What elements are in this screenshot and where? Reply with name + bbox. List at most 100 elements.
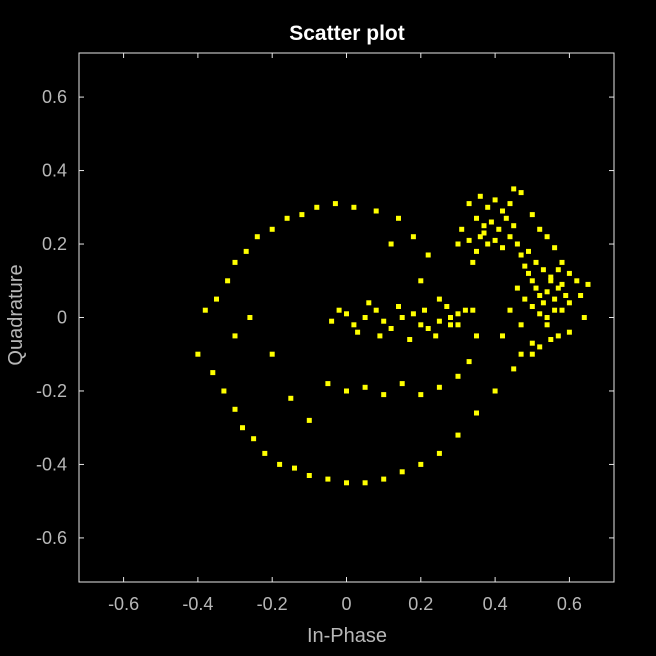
data-point: [559, 259, 565, 265]
data-point: [552, 307, 558, 313]
data-point: [492, 388, 498, 394]
data-point: [418, 392, 424, 398]
data-point: [388, 326, 394, 331]
data-point: [585, 281, 591, 287]
data-point: [581, 315, 587, 320]
y-axis-label: Quadrature: [5, 264, 27, 365]
chart-title: Scatter plot: [289, 22, 405, 45]
data-point: [381, 318, 387, 324]
data-point: [436, 384, 442, 390]
data-point: [448, 315, 453, 320]
data-point: [381, 476, 387, 482]
data-point: [436, 450, 442, 456]
data-point: [455, 241, 461, 247]
data-point: [436, 296, 442, 302]
data-point: [544, 234, 550, 240]
data-point: [344, 480, 349, 486]
data-point: [481, 223, 487, 229]
data-point: [544, 315, 550, 320]
data-point: [500, 208, 505, 214]
data-point: [418, 278, 424, 284]
data-point: [444, 304, 450, 309]
data-point: [526, 248, 531, 254]
data-points: [195, 186, 591, 486]
data-point: [500, 245, 505, 251]
data-point: [552, 245, 558, 251]
data-point: [247, 315, 253, 320]
data-point: [511, 223, 517, 229]
data-point: [537, 226, 543, 232]
data-point: [578, 293, 584, 298]
x-tick-label: -0.6: [108, 594, 139, 614]
data-point: [522, 296, 528, 302]
data-point: [518, 190, 524, 196]
data-point: [269, 351, 275, 357]
x-tick-label: -0.2: [257, 594, 288, 614]
data-point: [396, 304, 401, 309]
y-tick-label: 0.4: [42, 161, 67, 181]
data-point: [518, 252, 524, 258]
x-tick-label: 0.4: [483, 594, 508, 614]
data-point: [214, 296, 219, 302]
data-point: [518, 322, 524, 328]
data-point: [329, 318, 335, 324]
data-point: [455, 322, 461, 328]
data-point: [366, 300, 372, 306]
axes-box: [78, 52, 615, 583]
data-point: [511, 366, 517, 372]
data-point: [559, 307, 565, 313]
y-tick-label: 0: [57, 308, 67, 328]
y-tick-label: -0.2: [36, 381, 67, 401]
data-point: [470, 259, 476, 265]
data-point: [425, 252, 431, 258]
data-point: [529, 304, 535, 309]
data-point: [537, 344, 543, 350]
data-point: [566, 270, 572, 276]
data-point: [533, 285, 539, 291]
data-point: [232, 259, 238, 265]
data-point: [422, 307, 427, 313]
data-point: [529, 278, 535, 284]
data-point: [232, 406, 238, 412]
data-point: [540, 267, 546, 273]
data-point: [514, 285, 520, 291]
data-point: [221, 388, 227, 394]
y-tick-label: -0.6: [36, 528, 67, 548]
data-point: [407, 337, 413, 342]
data-point: [548, 274, 554, 280]
data-point: [544, 289, 550, 295]
data-point: [377, 333, 383, 339]
data-point: [362, 384, 368, 390]
data-point: [202, 307, 208, 313]
data-point: [288, 395, 294, 401]
data-point: [240, 425, 245, 431]
data-point: [410, 234, 416, 240]
data-point: [529, 340, 535, 346]
data-point: [566, 329, 572, 335]
data-point: [396, 215, 401, 221]
data-point: [232, 333, 238, 339]
data-point: [518, 351, 524, 357]
y-tick-label: 0.6: [42, 87, 67, 107]
data-point: [540, 300, 546, 306]
data-point: [555, 285, 561, 291]
y-tick-label: 0.2: [42, 234, 67, 254]
data-point: [466, 359, 472, 365]
data-point: [470, 307, 476, 313]
x-tick-label: 0.6: [557, 594, 582, 614]
data-point: [306, 417, 312, 423]
data-point: [425, 326, 431, 331]
data-point: [526, 270, 531, 276]
data-point: [503, 215, 509, 221]
data-point: [548, 337, 554, 342]
data-point: [225, 278, 231, 284]
data-point: [388, 241, 394, 247]
data-point: [399, 315, 405, 320]
data-point: [563, 293, 569, 298]
data-point: [574, 278, 580, 284]
data-point: [355, 329, 361, 335]
data-point: [500, 333, 505, 339]
data-point: [507, 234, 513, 240]
data-point: [292, 465, 297, 471]
data-point: [277, 461, 283, 467]
